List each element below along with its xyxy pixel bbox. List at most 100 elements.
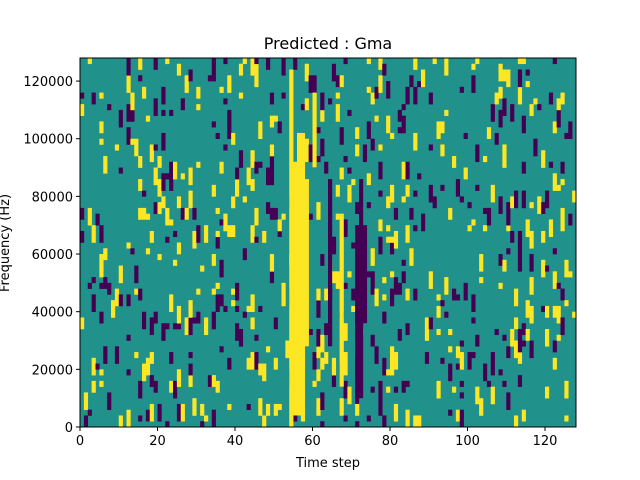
heatmap-cell — [514, 415, 519, 428]
heatmap-cell — [204, 225, 209, 243]
heatmap-cell — [335, 104, 340, 122]
heatmap-cell — [138, 75, 143, 82]
heatmap-cell — [401, 115, 406, 134]
heatmap-cell — [149, 375, 154, 387]
heatmap-cell — [343, 156, 348, 163]
heatmap-cell — [149, 230, 154, 243]
heatmap-cell — [215, 294, 220, 312]
heatmap-cell — [91, 225, 96, 243]
heatmap-cell — [494, 132, 499, 145]
heatmap-cell — [335, 75, 340, 88]
heatmap-cell — [258, 121, 263, 140]
heatmap-cell — [413, 415, 418, 428]
heatmap-cell — [455, 179, 461, 197]
heatmap-cell — [207, 75, 213, 82]
heatmap-cell — [320, 254, 325, 266]
heatmap-cell — [242, 248, 247, 261]
heatmap-cell — [138, 380, 143, 399]
heatmap-cell — [506, 248, 511, 255]
heatmap-cell — [378, 167, 383, 180]
heatmap-cell — [517, 69, 523, 88]
heatmap-cell — [269, 144, 275, 157]
heatmap-cell — [552, 121, 557, 134]
x-tick-label: 100 — [455, 434, 480, 449]
heatmap-cell — [308, 328, 313, 336]
heatmap-cell — [533, 98, 538, 105]
heatmap-cell — [320, 357, 325, 370]
heatmap-cell — [250, 225, 255, 243]
heatmap-cell — [254, 334, 259, 341]
heatmap-cell — [246, 305, 251, 312]
heatmap-cell — [343, 352, 348, 370]
heatmap-cell — [173, 230, 178, 238]
heatmap-cell — [328, 98, 333, 105]
heatmap-cell — [545, 328, 550, 347]
heatmap-cell — [211, 375, 216, 387]
heatmap-cell — [506, 392, 511, 411]
heatmap-cell — [188, 300, 193, 318]
heatmap-cell — [564, 132, 569, 140]
heatmap-cell — [428, 144, 433, 151]
heatmap-cell — [448, 346, 453, 353]
heatmap-cell — [153, 167, 158, 186]
heatmap-cell — [161, 323, 166, 341]
heatmap-cell — [196, 225, 201, 243]
heatmap-cell — [215, 230, 220, 238]
heatmap-cell — [91, 357, 96, 376]
heatmap-cell — [273, 403, 278, 416]
heatmap-cell — [386, 236, 391, 243]
heatmap-cell — [316, 288, 321, 301]
heatmap-cell — [560, 288, 565, 301]
heatmap-cell — [498, 369, 503, 376]
heatmap-cell — [413, 288, 418, 301]
heatmap-cell — [483, 225, 488, 232]
heatmap-cell — [366, 271, 371, 278]
heatmap-cell — [556, 98, 561, 111]
heatmap-cell — [165, 236, 170, 243]
heatmap-bands — [289, 69, 368, 427]
heatmap-cell — [393, 207, 399, 220]
heatmap-cell — [428, 92, 433, 105]
heatmap-cell — [386, 386, 391, 393]
heatmap-cell — [502, 150, 507, 168]
heatmap-cell — [494, 92, 499, 105]
heatmap-cell — [382, 294, 387, 301]
heatmap-cell — [258, 305, 263, 312]
heatmap-cell — [335, 213, 340, 220]
heatmap-cell — [211, 58, 216, 65]
heatmap-cell — [343, 369, 348, 376]
heatmap-cell — [390, 288, 395, 307]
heatmap-cell — [258, 363, 263, 376]
heatmap-cell — [498, 282, 503, 289]
heatmap-cell — [118, 265, 123, 284]
heatmap-cell — [246, 167, 251, 186]
heatmap-cell — [448, 328, 453, 336]
heatmap-cell — [173, 259, 178, 266]
heatmap-cell — [421, 213, 426, 232]
heatmap-cell — [227, 357, 232, 370]
heatmap-cell — [556, 334, 561, 341]
heatmap-cell — [320, 92, 325, 111]
heatmap-cell — [514, 317, 519, 330]
heatmap-cell — [552, 340, 557, 347]
heatmap-cell — [312, 75, 317, 93]
heatmap-cell — [246, 363, 251, 370]
heatmap-cell — [386, 196, 391, 209]
heatmap-cell — [126, 242, 131, 249]
heatmap-cell — [138, 58, 143, 70]
heatmap-cell — [320, 138, 325, 157]
heatmap-cell — [390, 346, 395, 359]
heatmap-cell — [269, 115, 275, 128]
heatmap-cell — [165, 58, 170, 65]
heatmap-cell — [517, 230, 523, 249]
heatmap-cell — [444, 109, 449, 116]
heatmap-cell — [405, 380, 410, 387]
heatmap-cell — [308, 144, 313, 163]
heatmap-cell — [254, 236, 259, 243]
heatmap-cell — [153, 58, 158, 70]
heatmap-cell — [304, 150, 309, 163]
heatmap-cell — [134, 352, 139, 359]
heatmap-cell — [227, 75, 232, 93]
heatmap-cell — [370, 288, 375, 295]
heatmap-cell — [238, 92, 244, 99]
